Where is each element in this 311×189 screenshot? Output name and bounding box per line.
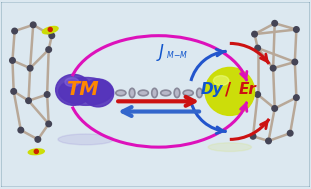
Ellipse shape bbox=[59, 77, 113, 105]
Circle shape bbox=[34, 149, 38, 153]
Circle shape bbox=[272, 106, 277, 111]
Circle shape bbox=[270, 65, 276, 71]
Text: $_{M\!-\!M}$: $_{M\!-\!M}$ bbox=[166, 50, 189, 62]
Ellipse shape bbox=[56, 74, 91, 105]
Ellipse shape bbox=[174, 88, 180, 98]
Circle shape bbox=[255, 45, 260, 51]
Circle shape bbox=[252, 31, 258, 37]
Text: Dy: Dy bbox=[200, 82, 223, 97]
Circle shape bbox=[12, 28, 17, 34]
Ellipse shape bbox=[213, 76, 229, 85]
Circle shape bbox=[287, 130, 293, 136]
Circle shape bbox=[46, 121, 52, 127]
Circle shape bbox=[255, 92, 260, 97]
Ellipse shape bbox=[28, 149, 44, 155]
Circle shape bbox=[46, 47, 52, 52]
Circle shape bbox=[11, 89, 16, 94]
Circle shape bbox=[48, 27, 52, 32]
Text: $J$: $J$ bbox=[156, 42, 165, 63]
Ellipse shape bbox=[116, 90, 126, 96]
Ellipse shape bbox=[65, 78, 79, 86]
Circle shape bbox=[272, 20, 277, 26]
Ellipse shape bbox=[161, 90, 171, 96]
Ellipse shape bbox=[183, 90, 193, 96]
Ellipse shape bbox=[197, 88, 202, 98]
Ellipse shape bbox=[58, 134, 114, 145]
Circle shape bbox=[292, 59, 298, 65]
Ellipse shape bbox=[129, 88, 135, 98]
Circle shape bbox=[294, 27, 299, 32]
Circle shape bbox=[26, 98, 31, 104]
Circle shape bbox=[18, 127, 24, 133]
Ellipse shape bbox=[83, 79, 114, 107]
Text: TM: TM bbox=[67, 80, 99, 99]
Circle shape bbox=[250, 133, 256, 139]
Ellipse shape bbox=[208, 143, 252, 151]
Circle shape bbox=[27, 65, 33, 71]
Circle shape bbox=[266, 138, 271, 144]
Circle shape bbox=[49, 33, 54, 38]
Ellipse shape bbox=[138, 90, 148, 96]
Circle shape bbox=[44, 92, 50, 97]
Circle shape bbox=[30, 22, 36, 28]
Circle shape bbox=[294, 95, 299, 100]
Ellipse shape bbox=[42, 26, 58, 34]
Ellipse shape bbox=[205, 67, 255, 115]
Circle shape bbox=[10, 58, 15, 63]
Circle shape bbox=[35, 137, 41, 142]
Text: /: / bbox=[225, 81, 231, 99]
Text: Er: Er bbox=[239, 82, 256, 97]
Ellipse shape bbox=[152, 88, 157, 98]
